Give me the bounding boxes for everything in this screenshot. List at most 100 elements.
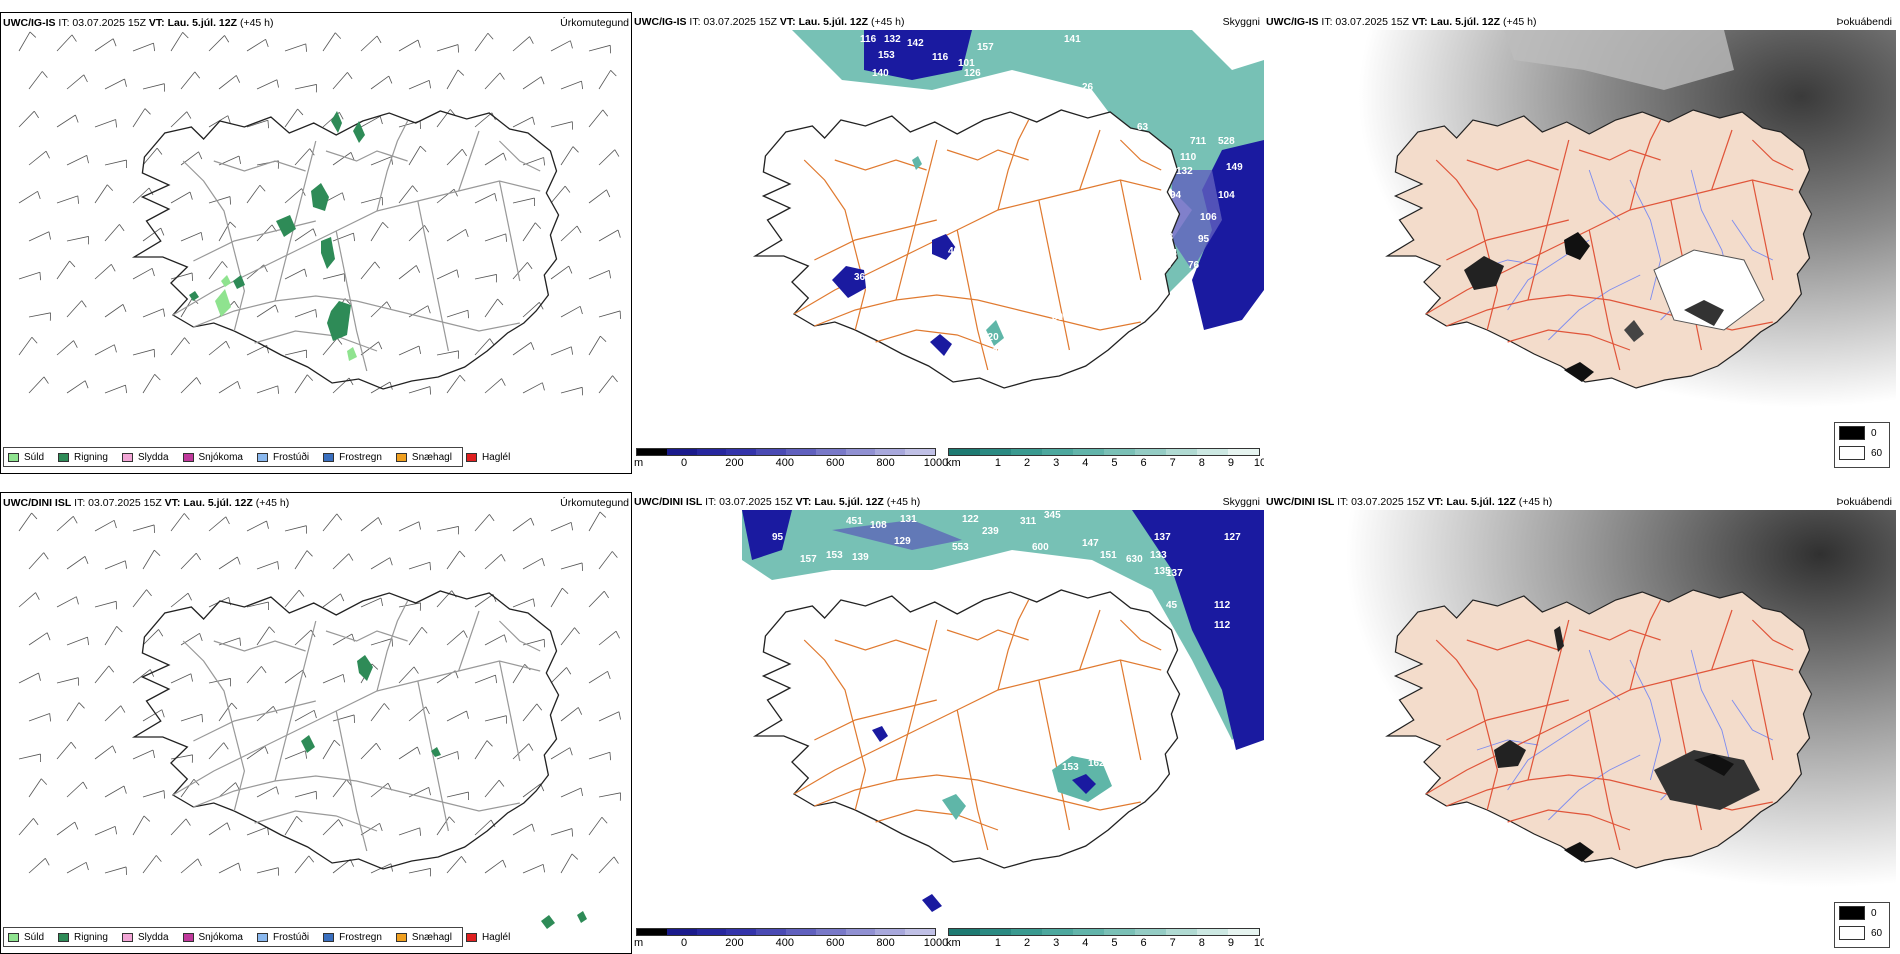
wind-barb-feather bbox=[50, 713, 51, 721]
wind-barb bbox=[295, 149, 310, 165]
wind-barb-feather bbox=[572, 854, 578, 859]
wind-barb-feather bbox=[543, 864, 544, 872]
wind-barb bbox=[599, 230, 618, 241]
wind-barb bbox=[551, 748, 570, 759]
wind-barb bbox=[171, 273, 192, 279]
wind-barb-feather bbox=[183, 32, 189, 38]
wind-barb bbox=[105, 626, 117, 645]
wind-barb-feather bbox=[430, 387, 431, 395]
cloud-base-label: 147 bbox=[1082, 538, 1099, 549]
wind-barb bbox=[295, 309, 316, 317]
wind-barb bbox=[589, 671, 608, 683]
wind-barb-feather bbox=[307, 551, 313, 557]
swatch bbox=[183, 453, 194, 462]
wind-barb-feather bbox=[184, 513, 189, 519]
wind-barb-feather bbox=[200, 633, 203, 641]
wind-barb-feather bbox=[195, 72, 200, 78]
cloud-base-label: 8 bbox=[992, 347, 998, 358]
wind-barb bbox=[409, 562, 430, 569]
scale-cell bbox=[1197, 449, 1228, 455]
init-time: IT: 03.07.2025 15Z bbox=[689, 16, 777, 28]
wind-barb bbox=[523, 223, 535, 241]
wind-barb-feather bbox=[239, 156, 241, 164]
wind-barb-feather bbox=[468, 310, 469, 318]
cloud-base-label: 116 bbox=[860, 34, 877, 45]
fog-legend-row: 60 bbox=[1835, 923, 1889, 943]
wind-barb-feather bbox=[607, 190, 610, 197]
wind-barb-feather bbox=[380, 823, 383, 831]
wind-barb-feather bbox=[542, 558, 544, 566]
wind-barb bbox=[257, 561, 278, 569]
wind-barb-feather bbox=[569, 266, 572, 273]
legend-label: Haglél bbox=[482, 932, 510, 943]
wind-barb bbox=[181, 377, 197, 393]
cloud-base-label: 95 bbox=[1198, 234, 1210, 245]
cloud-base-label: 122 bbox=[962, 514, 979, 525]
wind-barb bbox=[409, 225, 425, 241]
wind-barb bbox=[599, 311, 620, 317]
wind-barb bbox=[67, 236, 89, 241]
valid-time: VT: Lau. 5.júl. 12Z bbox=[1428, 496, 1516, 508]
wind-barb-feather bbox=[125, 79, 127, 87]
wind-barb bbox=[333, 634, 352, 645]
wind-barb bbox=[19, 272, 40, 279]
wind-barb-feather bbox=[32, 513, 37, 519]
wind-barb bbox=[447, 856, 461, 873]
wind-barb-feather bbox=[306, 44, 307, 52]
wind-barb bbox=[295, 375, 307, 393]
wind-barb-feather bbox=[163, 309, 164, 317]
legend-item-slydda: Slydda bbox=[122, 932, 169, 943]
wind-barb bbox=[219, 557, 237, 569]
wind-barb bbox=[513, 342, 531, 355]
wind-barb bbox=[171, 32, 183, 51]
fog-indicator-legend: 0 60 bbox=[1834, 902, 1890, 948]
wind-barb-feather bbox=[313, 229, 316, 236]
wind-barb bbox=[551, 266, 569, 279]
wind-barb bbox=[475, 193, 495, 203]
cloud-base-label: 104 bbox=[1218, 190, 1235, 201]
wind-barb-feather bbox=[611, 70, 617, 76]
wind-barb-feather bbox=[458, 70, 464, 75]
wind-barb bbox=[475, 820, 491, 835]
scale-tick-label: 1 bbox=[995, 937, 1001, 949]
model-name: UWC/IG-IS bbox=[1, 17, 56, 29]
wind-barb bbox=[485, 860, 503, 873]
wind-barb bbox=[551, 588, 562, 607]
cloud-panel-2: UWC/DINI ISL IT: 03.07.2025 15Z VT: Lau.… bbox=[632, 492, 1264, 954]
wind-barb-feather bbox=[419, 522, 421, 530]
wind-barb bbox=[485, 153, 503, 165]
wind-barb bbox=[247, 39, 266, 51]
scale-cell bbox=[1011, 449, 1042, 455]
wind-barb bbox=[285, 526, 306, 531]
wind-barb bbox=[143, 855, 156, 873]
wind-barb bbox=[523, 704, 537, 721]
wind-barb bbox=[257, 787, 276, 797]
wind-barb bbox=[447, 310, 468, 317]
scale-tick-label: 200 bbox=[725, 937, 743, 949]
wind-barb-feather bbox=[239, 863, 241, 871]
panel-title: Skyggni bbox=[1223, 12, 1260, 32]
wind-barb bbox=[295, 856, 309, 873]
wind-barb bbox=[19, 337, 32, 355]
wind-barb bbox=[209, 35, 225, 51]
wind-barb-feather bbox=[73, 516, 77, 523]
wind-barb bbox=[29, 151, 46, 165]
legend-item-rigning: Rigning bbox=[58, 452, 108, 463]
wind-barb bbox=[447, 70, 458, 89]
wind-barb-feather bbox=[116, 119, 117, 127]
wind-barb bbox=[105, 561, 125, 569]
wind-barb-feather bbox=[530, 37, 534, 44]
wind-barb-feather bbox=[535, 223, 540, 229]
wind-barbs bbox=[19, 512, 621, 876]
wind-barb bbox=[181, 779, 194, 797]
wind-barb bbox=[447, 631, 464, 645]
wind-barb-feather bbox=[226, 341, 229, 348]
wind-barb-feather bbox=[531, 342, 534, 349]
fog-legend-row: 0 bbox=[1835, 423, 1889, 443]
wind-barb-feather bbox=[117, 626, 123, 632]
wind-barb-feather bbox=[278, 561, 279, 569]
wind-barb bbox=[485, 635, 504, 645]
legend-label: Haglél bbox=[482, 452, 510, 463]
